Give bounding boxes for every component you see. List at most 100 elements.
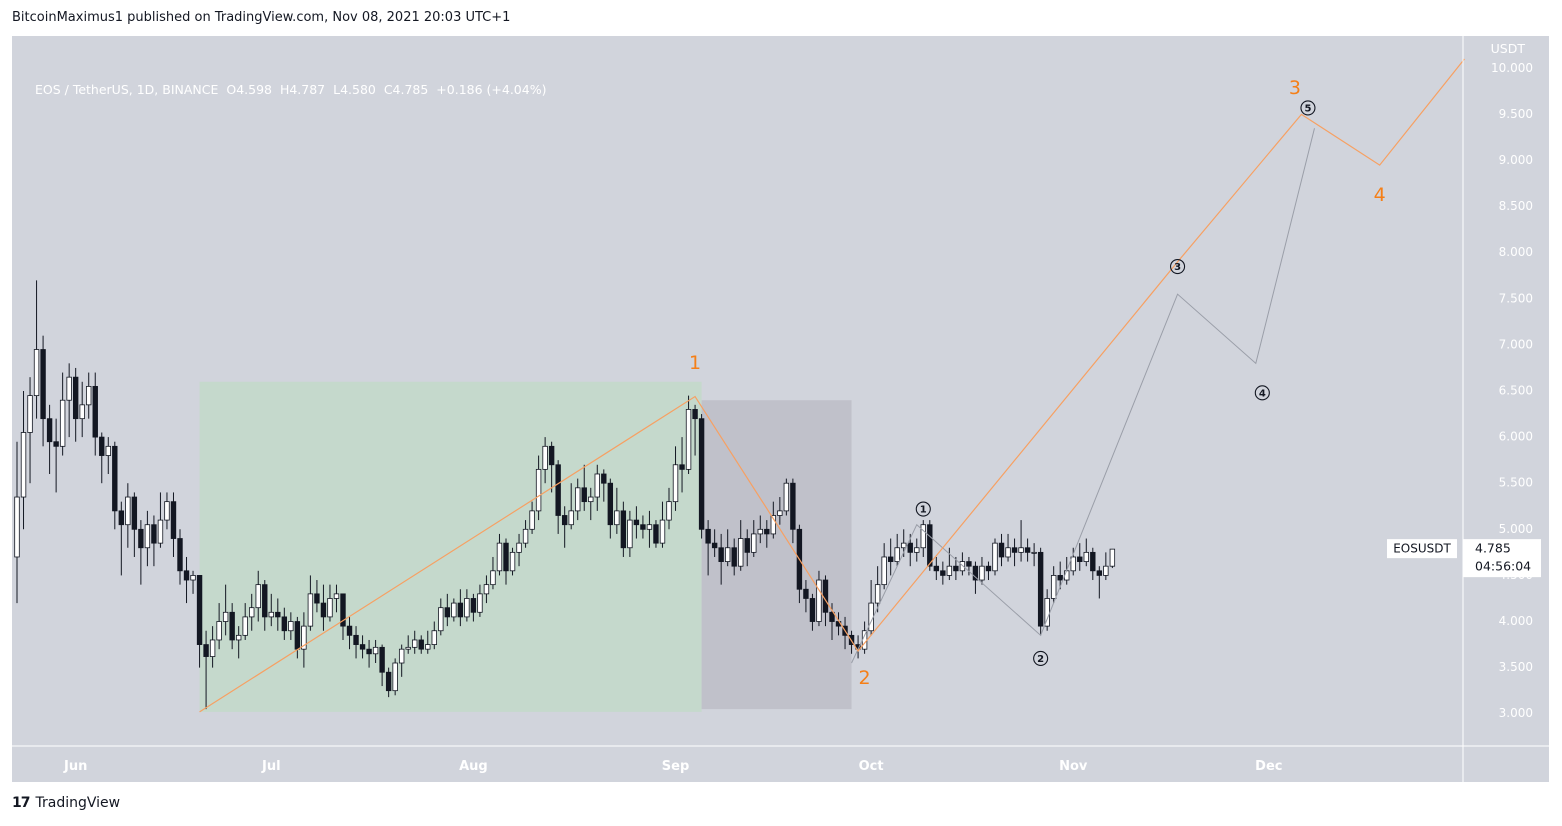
sub-wave-circle-2 xyxy=(1033,650,1049,666)
candle-body xyxy=(346,625,353,636)
candle-body xyxy=(555,464,561,516)
candle-body xyxy=(288,621,294,632)
candle-body xyxy=(542,445,548,470)
candle-body xyxy=(418,639,424,650)
sub-wave-label-3: 3 xyxy=(1174,262,1181,273)
wave-label-1: 1 xyxy=(689,352,701,374)
candle-body xyxy=(522,528,529,544)
y-tick-label: 5.500 xyxy=(1499,476,1533,490)
candle-body xyxy=(268,611,274,618)
x-tick-label: Aug xyxy=(459,759,488,774)
candle-body xyxy=(940,570,946,576)
candle-body xyxy=(953,565,959,572)
candle-body xyxy=(972,565,979,581)
tradingview-logo[interactable]: 17 TradingView xyxy=(12,795,120,811)
candle-body xyxy=(490,570,496,586)
candle-body xyxy=(646,524,653,530)
legend-close: 4.785 xyxy=(392,82,429,97)
candle-body xyxy=(751,533,757,553)
sub-wave-label-2: 2 xyxy=(1037,654,1044,665)
candle-body xyxy=(1083,551,1089,562)
candle-body xyxy=(53,441,59,447)
candle-body xyxy=(183,570,190,581)
candle-body xyxy=(914,547,920,553)
candle-body xyxy=(783,482,790,512)
candle-body xyxy=(829,611,835,622)
candle-body xyxy=(144,524,151,549)
candle-body xyxy=(894,547,900,562)
candle-body xyxy=(86,385,92,406)
y-tick-label: 7.500 xyxy=(1499,291,1533,305)
candle-body xyxy=(601,473,607,484)
candle-body xyxy=(203,644,209,657)
candle-body xyxy=(698,418,705,530)
candle-body xyxy=(1077,556,1083,562)
candle-body xyxy=(359,644,366,650)
legend-open-label: O xyxy=(226,82,237,97)
legend-open: 4.598 xyxy=(236,82,272,97)
candle-body xyxy=(692,409,698,420)
candle-body xyxy=(1037,551,1044,627)
currency-label: USDT xyxy=(1491,41,1526,56)
candle-body xyxy=(503,542,509,572)
candle-body xyxy=(464,598,470,618)
candle-body xyxy=(92,385,98,438)
candle-body xyxy=(561,515,568,526)
candle-body xyxy=(216,621,222,641)
candle-body xyxy=(1024,547,1031,553)
candle-body xyxy=(131,496,138,530)
candle-body xyxy=(477,593,483,613)
candle-body xyxy=(868,602,874,632)
legend-close-label: C xyxy=(383,82,393,97)
publisher-caption: BitcoinMaximus1 published on TradingView… xyxy=(12,10,511,25)
candle-body xyxy=(1031,551,1037,554)
x-tick-label: Nov xyxy=(1059,759,1088,774)
candle-body xyxy=(614,510,620,526)
candle-body xyxy=(770,515,777,535)
candle-body xyxy=(392,662,398,692)
candle-body xyxy=(314,593,320,604)
candle-body xyxy=(412,639,418,648)
candle-body xyxy=(196,575,203,645)
candles-layer xyxy=(14,280,1116,710)
y-tick-label: 3.000 xyxy=(1499,706,1533,720)
sub-wave-circle-3 xyxy=(1170,258,1186,275)
candle-body xyxy=(27,395,33,433)
candle-body xyxy=(105,445,111,456)
candle-body xyxy=(548,445,555,466)
candle-body xyxy=(724,547,731,562)
candle-body xyxy=(222,611,229,622)
candle-body xyxy=(470,598,477,613)
legend-low: 4.580 xyxy=(340,82,376,97)
x-tick-label: Jun xyxy=(63,759,87,774)
candle-body xyxy=(659,519,666,544)
candle-body xyxy=(451,602,457,618)
symbol-badge: EOSUSDT xyxy=(1393,542,1451,556)
candle-body xyxy=(809,598,816,622)
candle-body xyxy=(138,528,144,549)
candle-body xyxy=(588,496,594,503)
bar-countdown: 04:56:04 xyxy=(1475,559,1531,574)
x-tick-label: Oct xyxy=(859,759,884,774)
zone-correction-wave-2 xyxy=(701,400,852,710)
wave-label-3: 3 xyxy=(1289,77,1301,99)
candle-body xyxy=(1050,575,1057,599)
candle-body xyxy=(985,565,992,572)
candle-body xyxy=(874,584,881,604)
candle-body xyxy=(372,646,379,655)
candle-body xyxy=(320,602,327,618)
y-tick-label: 8.000 xyxy=(1499,245,1533,259)
y-tick-label: 9.500 xyxy=(1499,107,1533,121)
candle-body xyxy=(568,510,574,526)
tradingview-mark-icon: 17 xyxy=(12,795,31,811)
candle-body xyxy=(72,376,79,420)
candle-body xyxy=(881,556,887,586)
candle-body xyxy=(14,496,20,558)
candle-body xyxy=(20,432,27,498)
last-price: 4.785 xyxy=(1475,541,1511,556)
candle-body xyxy=(59,399,66,447)
candle-body xyxy=(992,542,998,572)
candle-body xyxy=(79,404,85,420)
